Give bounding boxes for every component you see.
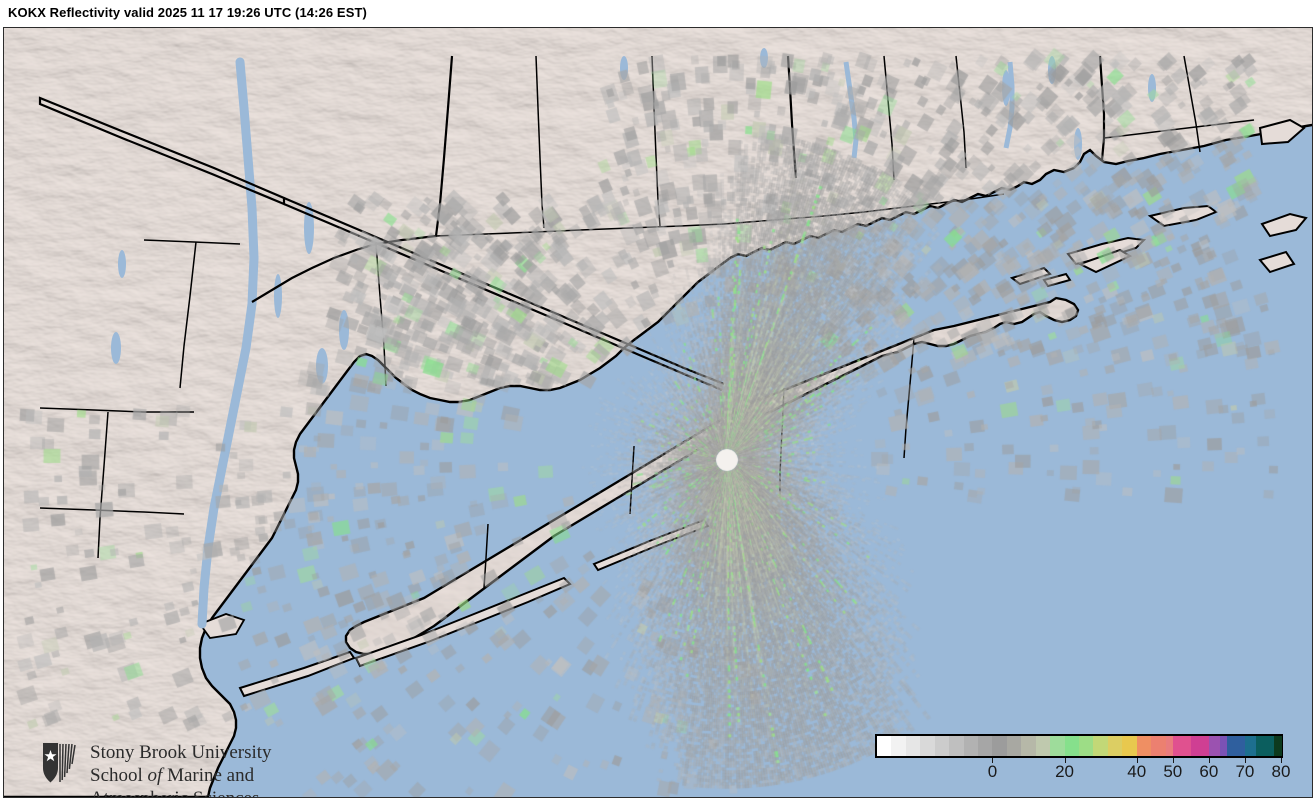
colorbar-segment <box>934 736 950 756</box>
logo-line-2-pre: School <box>90 765 148 786</box>
colorbar-segment <box>1273 736 1282 756</box>
stony-brook-logo: Stony Brook University School of Marine … <box>42 741 334 797</box>
colorbar-segment <box>949 736 965 756</box>
colorbar-tick-label: 60 <box>1199 762 1219 781</box>
logo-line-2-post: Marine and <box>162 765 255 786</box>
colorbar-segment <box>1244 736 1257 756</box>
colorbar-gradient <box>875 734 1283 758</box>
colorbar-segment <box>1107 736 1123 756</box>
colorbar-tick <box>1244 758 1246 763</box>
colorbar-segment <box>1172 736 1192 756</box>
colorbar-tick <box>992 758 994 763</box>
colorbar-segment <box>1079 736 1095 756</box>
colorbar-tick <box>1172 758 1174 763</box>
colorbar-tick-label: 40 <box>1127 762 1147 781</box>
colorbar-tick-label: 0 <box>987 762 998 781</box>
reflectivity-colorbar[interactable]: 0 20 40 50 60 70 80 <box>875 734 1291 792</box>
colorbar-segment <box>920 736 936 756</box>
colorbar-tick-label: 20 <box>1055 762 1075 781</box>
colorbar-segment <box>1122 736 1138 756</box>
colorbar-segment <box>1219 736 1228 756</box>
colorbar-segment <box>1208 736 1221 756</box>
colorbar-tick <box>1064 758 1066 763</box>
logo-line-2: School of Marine and <box>90 764 334 787</box>
colorbar-tick-label: 70 <box>1235 762 1255 781</box>
logo-line-1: Stony Brook University <box>90 742 272 763</box>
colorbar-ticks <box>875 758 1283 766</box>
colorbar-tick-labels: 0 20 40 50 60 70 80 <box>875 762 1291 788</box>
geography-layer <box>4 28 1312 797</box>
colorbar-segment <box>1255 736 1275 756</box>
colorbar-segment <box>1151 736 1167 756</box>
colorbar-segment <box>1064 736 1080 756</box>
colorbar-segment <box>1226 736 1246 756</box>
colorbar-segment <box>1021 736 1037 756</box>
colorbar-segment <box>877 736 893 756</box>
colorbar-tick <box>1136 758 1138 763</box>
logo-line-2-italic: of <box>147 765 163 786</box>
colorbar-tick <box>1281 758 1282 763</box>
colorbar-segment <box>1006 736 1022 756</box>
page-title: KOKX Reflectivity valid 2025 11 17 19:26… <box>8 5 367 20</box>
map-stage: 0 20 40 50 60 70 80 Stony Brook University Sch… <box>4 28 1312 797</box>
colorbar-segment <box>1050 736 1066 756</box>
title-bar: KOKX Reflectivity valid 2025 11 17 19:26… <box>0 0 1316 27</box>
colorbar-segment <box>1165 736 1174 756</box>
colorbar-segment <box>905 736 921 756</box>
colorbar-segment <box>963 736 979 756</box>
colorbar-tick-label: 50 <box>1163 762 1183 781</box>
colorbar-tick <box>1208 758 1210 763</box>
colorbar-segment <box>891 736 907 756</box>
radar-map-panel[interactable]: 0 20 40 50 60 70 80 Stony Brook University Sch… <box>3 27 1313 798</box>
colorbar-segment <box>1035 736 1051 756</box>
colorbar-segment <box>978 736 994 756</box>
colorbar-segment <box>1093 736 1109 756</box>
radar-cone-of-silence <box>716 449 738 471</box>
colorbar-segment <box>1190 736 1210 756</box>
logo-wordmark: Stony Brook University School of Marine … <box>90 741 334 797</box>
colorbar-tick-label: 80 <box>1271 762 1291 781</box>
logo-line-3: Atmospheric Sciences <box>90 787 334 797</box>
shield-icon <box>43 743 76 783</box>
colorbar-segment <box>992 736 1008 756</box>
colorbar-segment <box>1136 736 1152 756</box>
